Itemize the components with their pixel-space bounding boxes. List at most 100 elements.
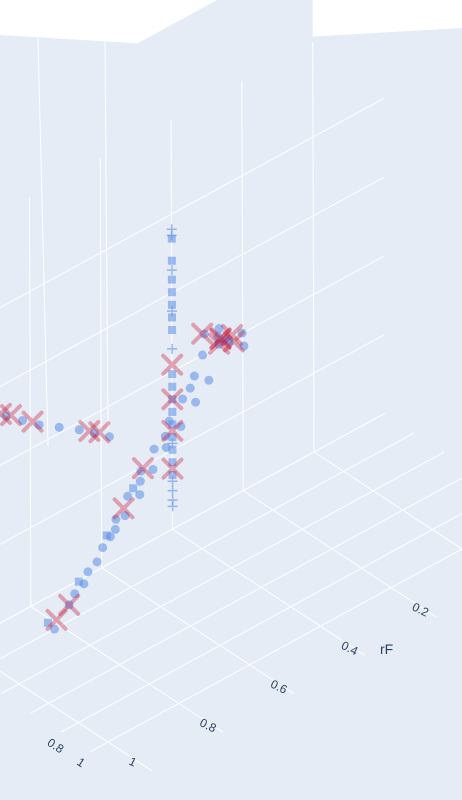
floor-grid-y-5 [90,548,462,753]
point-s1-10 [168,407,177,416]
point-s3-8 [161,419,184,442]
point-s1-4 [167,300,176,309]
floor-grid-x-5 [0,670,153,772]
point-s4-6 [89,428,99,438]
point-s1-8 [168,382,177,391]
point-s1-9 [168,395,177,404]
point-s3-7 [161,388,184,411]
point-s1-3 [167,288,176,297]
point-s1-14 [168,458,177,467]
point-s3-0 [209,327,232,350]
point-s0-32 [185,383,195,393]
left-wall-grid-1 [104,41,109,431]
point-s2-9 [167,501,178,512]
x-axis-title: rF [380,641,393,657]
point-s1-1 [167,256,176,265]
point-s0-26 [98,543,108,553]
x-tick-label: 0.2 [410,600,431,620]
point-s2-6 [167,476,178,487]
floor-grid-x-2 [172,528,366,656]
wall-grid-z-1 [0,334,385,545]
floor-grid-x-0 [313,451,462,550]
point-s0-19 [189,371,199,381]
point-s1-17 [74,577,83,586]
point-s3-3 [221,323,244,346]
point-s3-13 [45,608,68,631]
point-s1-2 [167,275,176,284]
point-s0-10 [148,464,158,474]
point-s3-10 [131,457,154,480]
point-s3-5 [191,322,214,345]
floor-grid-y-1 [0,432,415,660]
point-s0-30 [237,328,247,338]
point-s0-5 [213,339,223,349]
point-s4-5 [74,425,84,435]
x-tick-label: 0.6 [268,677,289,697]
point-s3-11 [112,497,135,520]
wall-grid-x-4 [29,196,32,607]
point-s0-31 [224,334,234,344]
point-s4-4 [54,422,64,432]
point-s1-15 [168,470,177,479]
point-s1-5 [168,313,177,322]
wall-grid-z-4 [0,97,385,309]
point-s1-18 [102,531,111,540]
point-s2-4 [167,343,178,354]
point-s2-3 [167,306,177,317]
point-s0-28 [70,589,80,599]
floor-grid-y-3 [30,477,462,714]
point-s0-22 [149,444,159,454]
point-s2-5 [167,438,178,449]
point-s3-6 [161,353,184,376]
point-s1-12 [168,433,177,442]
point-s0-16 [64,600,74,610]
point-s3-2 [208,332,231,355]
back-wall-y [0,35,165,460]
floor-grid-x-1 [242,490,436,618]
point-s0-12 [120,511,130,521]
point-s0-34 [135,476,145,486]
point-s0-25 [111,514,121,524]
floor-pane [0,452,462,742]
point-s1-7 [168,370,177,379]
point-s3-1 [222,330,245,353]
point-s5-2 [21,410,44,433]
point-s0-23 [136,466,146,476]
wall-grid-x-1 [241,81,244,491]
point-s3-9 [161,457,184,480]
point-s0-18 [198,350,208,360]
x-tick-label: 0.4 [339,638,360,658]
point-s3-12 [58,593,81,616]
point-s1-13 [168,445,177,454]
floor-grid-y-4 [60,512,462,733]
point-s2-7 [167,485,178,496]
floor-grid-x-4 [30,605,224,733]
point-s0-17 [49,624,59,634]
floor-grid-y-2 [1,451,445,694]
wall-grid-z-2 [0,255,385,466]
point-s5-1 [0,404,22,427]
point-s0-11 [135,490,145,500]
point-s0-24 [123,491,133,501]
point-s4-2 [18,415,28,425]
wall-grid-z-0 [0,412,386,624]
point-s2-1 [166,230,177,241]
point-s0-4 [239,341,249,351]
point-s0-35 [110,524,120,534]
point-s4-1 [1,411,11,421]
point-s1-16 [43,618,52,627]
point-s3-4 [209,328,232,351]
point-s0-14 [92,557,102,567]
point-s4-3 [34,420,44,430]
point-s1-11 [168,420,177,429]
point-s0-8 [176,421,186,431]
point-s2-2 [166,265,177,276]
wall-grid-z-3 [0,176,385,388]
floor-grid-x-3 [101,567,295,695]
point-s0-29 [214,324,224,334]
left-wall-grid-0 [37,37,49,447]
point-s0-6 [204,375,214,385]
point-s1-19 [129,484,138,493]
